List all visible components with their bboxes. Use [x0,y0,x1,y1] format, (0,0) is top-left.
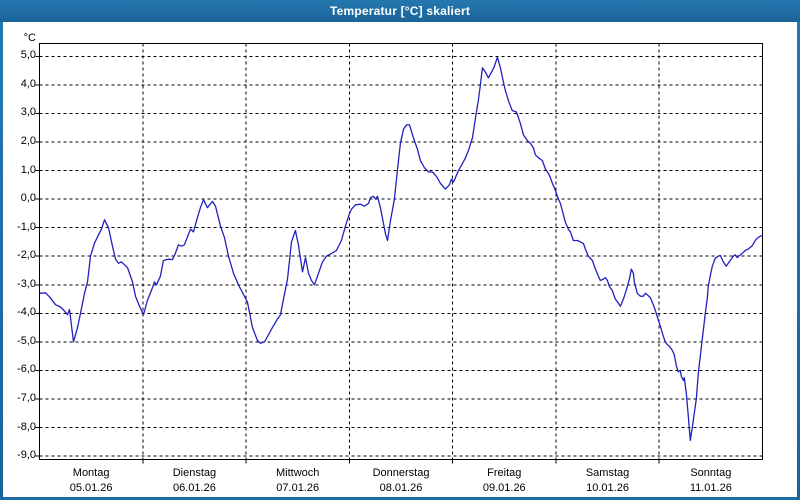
y-tick-label: 5,0 [20,49,36,62]
window-title: Temperatur [°C] skaliert [329,4,471,18]
window-border-right [797,22,800,500]
y-tick-label: 2,0 [20,135,36,147]
x-day-name-label: Samstag [585,467,630,479]
y-axis-unit-label: °C [23,32,36,44]
x-day-date-label: 05.01.26 [69,482,113,494]
x-day-date-label: 09.01.26 [482,482,526,494]
x-day-date-label: 10.01.26 [586,482,629,494]
x-day-name-label: Sonntag [690,467,732,479]
x-day-name-label: Dienstag [172,467,217,479]
y-tick-label: -9,0 [17,449,36,462]
y-tick-label: -5,0 [17,334,36,347]
plot-frame [39,43,763,460]
y-tick-label: 4,0 [20,77,36,90]
x-day-date-label: 06.01.26 [173,482,216,494]
y-tick-label: 1,0 [20,163,36,176]
x-day-name-label: Montag [72,467,110,479]
y-tick-label: 0,0 [20,192,36,205]
temperature-line [39,56,763,442]
title-bar: Temperatur [°C] skaliert [0,0,800,22]
y-tick-label: -2,0 [17,249,36,262]
y-tick-label: -4,0 [17,306,36,319]
x-day-date-label: 07.01.26 [276,482,320,494]
y-tick-label: 3,0 [20,106,36,119]
x-day-name-label: Mittwoch [276,467,320,479]
window-border-bottom [0,497,800,500]
x-day-date-label: 11.01.26 [689,482,732,494]
x-day-date-label: 08.01.26 [379,482,423,494]
y-tick-label: -7,0 [17,391,36,404]
y-tick-label: -1,0 [17,220,36,233]
y-tick-label: -6,0 [17,363,36,376]
x-day-name-label: Freitag [487,467,522,479]
x-day-name-label: Donnerstag [372,467,430,479]
y-tick-label: -8,0 [17,420,36,433]
y-tick-label: -3,0 [17,277,36,290]
window-border-left [0,22,3,500]
